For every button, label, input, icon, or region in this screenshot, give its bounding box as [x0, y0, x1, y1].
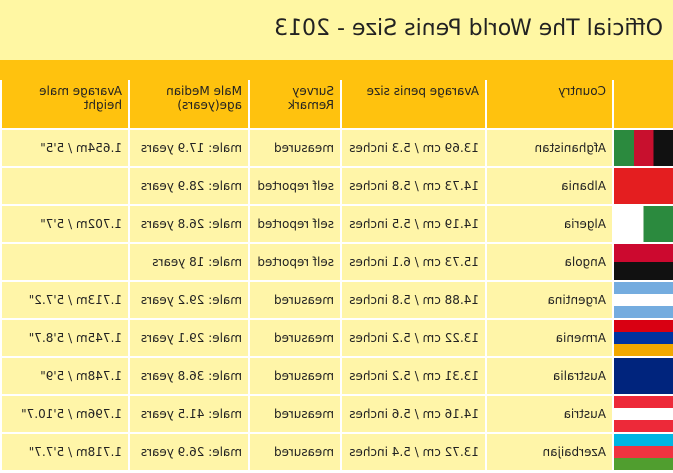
table-cell: male: 18 years: [128, 244, 248, 282]
table-cell: Azerbaijan: [485, 434, 612, 472]
table-cell: male: 26.8 years: [128, 206, 248, 244]
table-cell: 1.718m / 5'7.7": [0, 434, 128, 472]
table-cell: 13.72 cm / 5.4 inches: [340, 434, 485, 472]
table: Country Avarage penis size Survey Remark Ma…: [0, 80, 673, 473]
table-cell: Armenia: [485, 320, 612, 358]
table-cell: male: 36.8 years: [128, 358, 248, 396]
table-cell: Algeria: [485, 206, 612, 244]
column-header: Avarage male height: [0, 80, 128, 130]
table-cell: self reported: [248, 244, 340, 282]
flag: [612, 320, 673, 358]
table-cell: self reported: [248, 168, 340, 206]
table-cell: Albania: [485, 168, 612, 206]
table-cell: 1.745m / 5'8.7": [0, 320, 128, 358]
table-cell: [0, 168, 128, 206]
table-cell: 13.69 cm / 5.3 inches: [340, 130, 485, 168]
flag: [612, 434, 673, 472]
table-cell: Angola: [485, 244, 612, 282]
flag: [612, 130, 673, 168]
table-cell: male: 41.5 years: [128, 396, 248, 434]
column-header: Survey Remark: [248, 80, 340, 130]
table-cell: 1.796m / 5'10.7": [0, 396, 128, 434]
table-cell: measured: [248, 396, 340, 434]
table-cell: measured: [248, 282, 340, 320]
column-header: Male Median age(years): [128, 80, 248, 130]
table-cell: male: 17.9 years: [128, 130, 248, 168]
table-cell: 1.702m / 5'7": [0, 206, 128, 244]
table-cell: 15.73 cm / 6.1 inches: [340, 244, 485, 282]
table-cell: 13.22 cm / 5.2 inches: [340, 320, 485, 358]
table-cell: measured: [248, 320, 340, 358]
column-header: Avarage penis size: [340, 80, 485, 130]
title: Official The World Penis Size - 2013: [274, 16, 663, 41]
table-cell: measured: [248, 130, 340, 168]
table-cell: Afghanistan: [485, 130, 612, 168]
table-cell: 14.73 cm / 5.8 inches: [340, 168, 485, 206]
table-cell: measured: [248, 434, 340, 472]
table-cell: 14.16 cm / 5.6 inches: [340, 396, 485, 434]
flag: [612, 282, 673, 320]
flag: [612, 396, 673, 434]
table-cell: self reported: [248, 206, 340, 244]
header-cell: [612, 80, 673, 130]
table-cell: male: 29.1 years: [128, 320, 248, 358]
table-cell: 1.654m / 5'5": [0, 130, 128, 168]
table-cell: 13.31 cm / 5.2 inches: [340, 358, 485, 396]
table-cell: male: 28.9 years: [128, 168, 248, 206]
table-cell: Austria: [485, 396, 612, 434]
title-bar: Official The World Penis Size - 2013: [0, 0, 673, 60]
column-header: Country: [485, 80, 612, 130]
header-band: [0, 60, 673, 80]
table-cell: male: 26.9 years: [128, 434, 248, 472]
table-cell: 14.19 cm / 5.5 inches: [340, 206, 485, 244]
flag: [612, 206, 673, 244]
table-cell: Australia: [485, 358, 612, 396]
flag: [612, 168, 673, 206]
table-cell: [0, 244, 128, 282]
table-cell: 1.713m / 5'7.2": [0, 282, 128, 320]
table-cell: Argentina: [485, 282, 612, 320]
table-cell: male: 29.2 years: [128, 282, 248, 320]
flag: [612, 358, 673, 396]
table-cell: 1.748m / 5'9": [0, 358, 128, 396]
table-cell: measured: [248, 358, 340, 396]
flag: [612, 244, 673, 282]
table-cell: 14.88 cm / 5.8 inches: [340, 282, 485, 320]
